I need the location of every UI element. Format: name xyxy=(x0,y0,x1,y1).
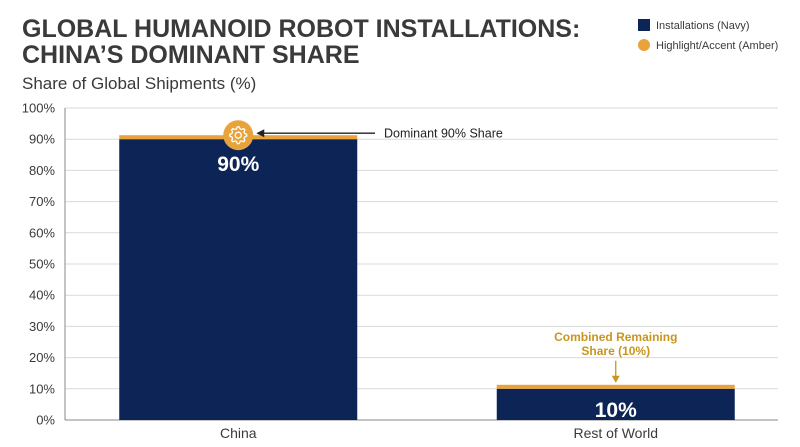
rest-annotation-line-1: Combined Remaining xyxy=(554,330,677,344)
y-tick-label: 20% xyxy=(29,350,55,365)
bar-value-label: 90% xyxy=(217,153,259,176)
y-tick-label: 80% xyxy=(29,163,55,178)
china-annotation-text: Dominant 90% Share xyxy=(384,127,503,141)
bar-rest-of-world xyxy=(496,388,735,420)
legend: Installations (Navy) Highlight/Accent (A… xyxy=(638,19,778,52)
bar-value-label: 10% xyxy=(595,399,637,422)
y-tick-label: 90% xyxy=(29,132,55,147)
china-annotation: Dominant 90% Share xyxy=(223,120,503,151)
y-tick-label: 30% xyxy=(29,319,55,334)
y-tick-label: 40% xyxy=(29,288,55,303)
y-axis-label: Share of Global Shipments (%) xyxy=(22,74,256,93)
legend-label-navy: Installations (Navy) xyxy=(656,20,750,32)
y-tick-label: 0% xyxy=(36,413,55,428)
legend-label-amber: Highlight/Accent (Amber) xyxy=(656,40,778,52)
china-annotation-arrowhead xyxy=(256,129,265,138)
gear-glyph xyxy=(229,126,248,145)
rest-annotation-line-2: Share (10%) xyxy=(581,344,650,358)
gear-teeth xyxy=(229,126,248,145)
gear-hub xyxy=(234,131,242,139)
y-tick-label: 100% xyxy=(22,101,56,116)
bars: China 90% Rest of World 10% xyxy=(119,135,735,441)
x-tick-label: China xyxy=(220,425,257,441)
y-axis-ticks: 0% 10% 20% 30% 40% 50% 60% 70% 80% 90% 100% xyxy=(22,101,56,428)
legend-swatch-navy xyxy=(638,19,650,31)
bar-accent-stripe xyxy=(496,384,735,389)
rest-annotation: Combined Remaining Share (10%) xyxy=(554,330,677,383)
x-tick-label: Rest of World xyxy=(573,425,658,441)
gear-icon xyxy=(223,120,254,151)
y-tick-label: 50% xyxy=(29,257,55,272)
rest-annotation-arrowhead xyxy=(611,375,620,383)
legend-swatch-amber xyxy=(638,39,650,51)
y-tick-label: 10% xyxy=(29,381,55,396)
bar-china xyxy=(119,139,358,420)
chart-title-line-2: CHINA’S DOMINANT SHARE xyxy=(22,41,360,69)
y-tick-label: 60% xyxy=(29,225,55,240)
y-tick-label: 70% xyxy=(29,194,55,209)
chart-title-line-1: GLOBAL HUMANOID ROBOT INSTALLATIONS: xyxy=(22,15,580,43)
